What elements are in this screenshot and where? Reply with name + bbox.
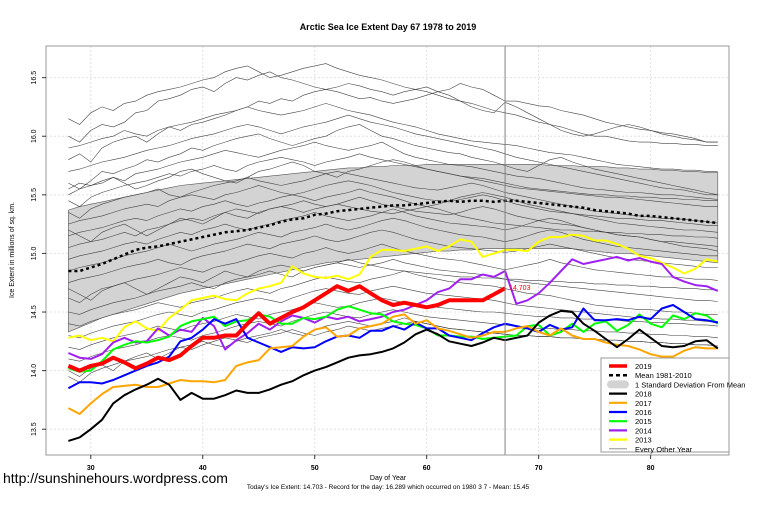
other-year-line [68,180,718,226]
legend-box [600,357,730,453]
y-axis: 13.5 14.0 14.5 15.0 15.5 16.0 16.5 [31,71,46,436]
x-tick-label: 30 [87,465,95,472]
other-year-line [68,258,718,301]
other-year-line [68,229,718,283]
current-value-label: 14.703 [509,285,531,292]
x-tick-label: 40 [199,465,207,472]
y-tick-label: 14.0 [31,364,38,378]
x-tick-label: 50 [311,465,319,472]
x-axis-label: Day of Year [370,475,407,482]
series-line-mean-1981-2010 [68,199,718,273]
series-line-2016 [67,304,719,390]
legend-label: Every Other Year [635,445,693,454]
y-tick-label: 15.5 [31,188,38,202]
watermark-url: http://sunshinehours.wordpress.com [3,470,228,486]
series-line-2019 [67,284,507,373]
other-year-line [68,188,718,237]
legend-label: 2017 [635,399,652,408]
legend-label: 2014 [635,426,652,435]
y-axis-label: Ice Extent in millions of sq. km. [9,202,16,298]
y-tick-label: 14.5 [31,305,38,319]
legend-label: 2018 [635,390,652,399]
y-tick-label: 16.0 [31,129,38,143]
legend-label: Mean 1981-2010 [635,371,692,380]
series-line-2014 [68,255,719,360]
series-line-2015 [68,305,719,373]
chart-title: Arctic Sea Ice Extent Day 67 1978 to 201… [300,22,477,32]
other-year-line [68,243,718,304]
legend-label: 2013 [635,436,652,445]
legend-label: 2016 [635,408,652,417]
series-line-2013 [68,233,719,343]
other-year-line [68,153,718,207]
other-year-line [68,208,718,260]
other-year-line [68,141,718,200]
other-year-line [68,258,718,315]
other-year-line [68,171,718,224]
legend-label: 1 Standard Deviation From Mean [635,380,745,389]
other-year-line [68,71,718,143]
x-axis: 30 40 50 60 70 80 [87,455,655,472]
std-dev-band-area [68,164,719,333]
other-year-line [68,103,718,172]
series-line-2017 [67,313,718,415]
legend-swatch [607,380,629,389]
std-dev-band [68,164,719,333]
x-tick-label: 80 [647,465,655,472]
other-year-line [68,83,718,163]
other-year-line [68,217,718,272]
x-tick-label: 60 [423,465,431,472]
other-year-line [68,270,718,327]
legend-label: 2015 [635,417,652,426]
other-year-line [68,309,718,362]
series-lines [67,199,719,442]
x-tick-label: 70 [535,465,543,472]
plot-frame [45,45,730,456]
other-year-line [68,124,718,196]
series-line-2018 [68,309,719,442]
other-year-line [68,63,718,146]
other-year-line [68,159,718,201]
y-tick-label: 13.5 [31,422,38,436]
other-year-line [68,203,718,243]
y-tick-label: 16.5 [31,71,38,85]
other-year-line [68,114,718,196]
legend-label: 2019 [635,362,652,371]
other-years [68,63,718,383]
y-tick-label: 15.0 [31,247,38,261]
subtitle: Today's Ice Extent: 14.703 - Record for … [247,484,530,491]
